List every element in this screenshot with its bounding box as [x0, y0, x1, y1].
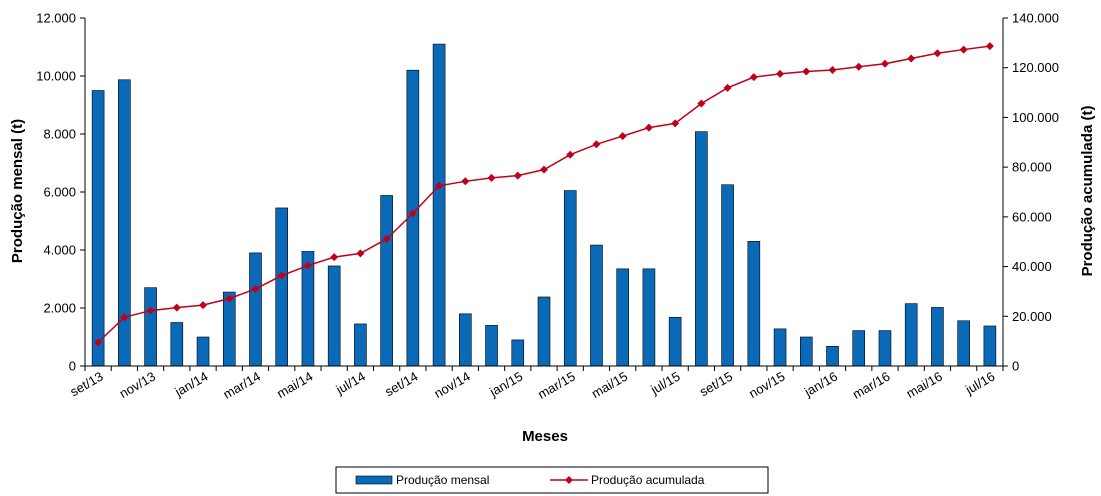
y2-axis-title: Produção acumulada (t)	[1079, 106, 1096, 277]
line-point	[881, 60, 889, 68]
y2-tick-label: 140.000	[1012, 11, 1059, 26]
y2-tick-label: 80.000	[1012, 160, 1052, 175]
bar	[827, 346, 839, 366]
y-tick-label: 2.000	[43, 301, 76, 316]
line-point	[540, 166, 548, 174]
x-tick-label: mar/14	[220, 369, 263, 402]
bar	[800, 337, 812, 366]
line-point	[750, 73, 758, 81]
y2-tick-label: 60.000	[1012, 209, 1052, 224]
bar	[381, 195, 393, 366]
bar	[853, 331, 865, 366]
legend-swatch-bar	[356, 476, 392, 484]
x-tick-label: jan/15	[486, 369, 525, 400]
line-point	[199, 301, 207, 309]
x-tick-label: jul/16	[962, 369, 997, 398]
x-tick-label: mai/14	[274, 369, 315, 402]
x-tick-label: mai/15	[589, 369, 630, 402]
line-point	[829, 66, 837, 74]
bar	[249, 253, 261, 366]
bar	[354, 324, 366, 366]
x-tick-label: nov/14	[431, 369, 472, 402]
line-point	[645, 124, 653, 132]
line-point	[619, 132, 627, 140]
bar	[748, 241, 760, 366]
y-tick-label: 0	[69, 359, 76, 374]
legend-label-acumulada: Produção acumulada	[591, 473, 705, 487]
bar	[433, 44, 445, 366]
x-tick-label: mar/15	[535, 369, 578, 402]
y-tick-label: 4.000	[43, 243, 76, 258]
bar	[590, 245, 602, 366]
bar	[538, 297, 550, 366]
y2-tick-label: 100.000	[1012, 110, 1059, 125]
x-tick-label: set/14	[382, 369, 420, 400]
bar	[643, 269, 655, 366]
line-point	[960, 46, 968, 54]
y-axis-title: Produção mensal (t)	[9, 119, 26, 263]
bar	[879, 331, 891, 366]
y2-tick-label: 20.000	[1012, 309, 1052, 324]
bar	[774, 329, 786, 366]
bar	[512, 340, 524, 366]
y2-tick-label: 40.000	[1012, 259, 1052, 274]
x-tick-label: jan/14	[171, 369, 210, 400]
bar	[931, 307, 943, 366]
line-point	[986, 42, 994, 50]
line-point	[330, 253, 338, 261]
line-point	[566, 151, 574, 159]
legend-label-mensal: Produção mensal	[396, 473, 489, 487]
x-tick-label: nov/15	[746, 369, 787, 402]
line-point	[802, 67, 810, 75]
bar	[171, 323, 183, 367]
line-point	[488, 174, 496, 182]
line-point	[724, 84, 732, 92]
bar	[669, 317, 681, 366]
bar	[92, 91, 104, 367]
line-point	[933, 49, 941, 57]
x-tick-label: jul/15	[647, 369, 682, 398]
bar	[905, 304, 917, 366]
bar	[958, 321, 970, 366]
x-tick-label: jul/14	[333, 369, 368, 398]
line-point	[592, 140, 600, 148]
bar	[617, 269, 629, 366]
bar	[486, 325, 498, 366]
x-tick-label: set/15	[697, 369, 735, 400]
line-point	[776, 70, 784, 78]
y2-tick-label: 120.000	[1012, 60, 1059, 75]
x-axis-title: Meses	[522, 428, 568, 445]
x-tick-label: jan/16	[801, 369, 840, 400]
y2-tick-label: 0	[1012, 359, 1019, 374]
x-tick-label: nov/13	[117, 369, 158, 402]
bar	[984, 326, 996, 366]
x-tick-label: mai/16	[904, 369, 945, 402]
bar	[459, 314, 471, 366]
bar	[328, 266, 340, 366]
bar	[564, 191, 576, 366]
y-tick-label: 8.000	[43, 127, 76, 142]
x-tick-label: mar/16	[850, 369, 893, 402]
line-point	[173, 304, 181, 312]
legend: Produção mensal Produção acumulada	[336, 467, 768, 493]
bar	[722, 185, 734, 366]
y-tick-label: 6.000	[43, 185, 76, 200]
bar	[145, 288, 157, 366]
bar	[197, 337, 209, 366]
bar	[118, 80, 130, 366]
y-tick-label: 12.000	[36, 11, 76, 26]
line-point	[907, 55, 915, 63]
y-tick-label: 10.000	[36, 69, 76, 84]
bar	[223, 292, 235, 366]
bar	[695, 132, 707, 366]
line-point	[356, 249, 364, 257]
line-point	[514, 172, 522, 180]
line-point	[855, 63, 863, 71]
bar	[276, 208, 288, 366]
bars-layer	[92, 44, 996, 366]
line-point	[461, 177, 469, 185]
